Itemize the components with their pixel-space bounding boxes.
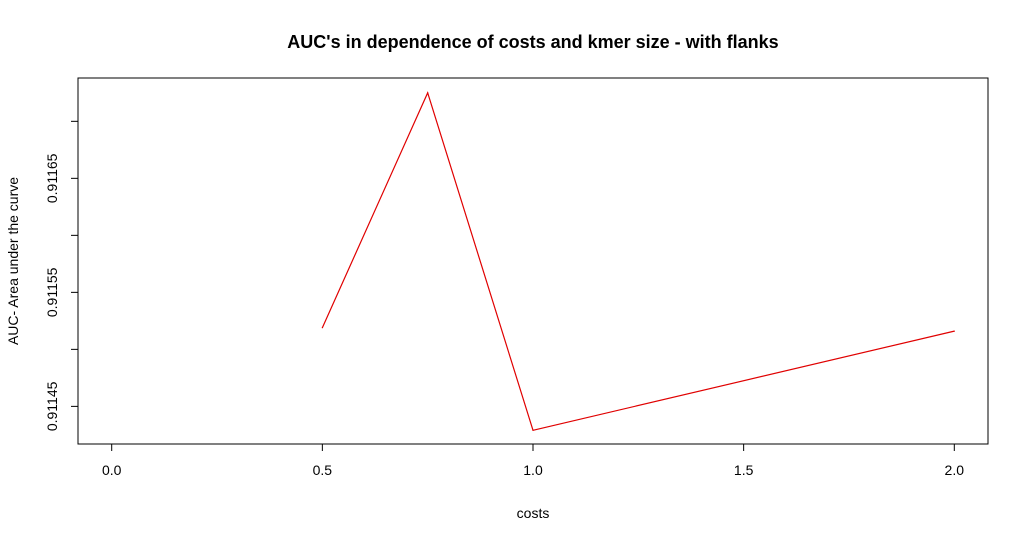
plot-frame <box>77 77 989 445</box>
x-tick-label: 0.5 <box>313 462 333 478</box>
y-axis: 0.91145 0.91155 0.91165 <box>44 120 79 431</box>
x-tick-label: 1.5 <box>734 462 754 478</box>
series-layer <box>321 91 955 432</box>
y-tick-label: 0.91165 <box>44 153 60 203</box>
data-point <box>532 429 534 431</box>
x-axis: 0.0 0.5 1.0 1.5 2.0 <box>102 443 965 478</box>
x-tick-label: 0.0 <box>102 462 122 478</box>
data-point <box>953 330 955 332</box>
y-axis-label: AUC- Area under the curve <box>5 177 21 345</box>
chart-title: AUC's in dependence of costs and kmer si… <box>287 32 778 52</box>
x-tick-label: 1.0 <box>523 462 543 478</box>
series-line <box>321 91 955 432</box>
x-axis-label: costs <box>517 505 550 521</box>
data-point <box>427 92 429 94</box>
data-point <box>321 327 323 329</box>
x-tick-label: 2.0 <box>945 462 965 478</box>
y-tick-label: 0.91155 <box>44 267 60 317</box>
y-tick-label: 0.91145 <box>44 381 60 431</box>
